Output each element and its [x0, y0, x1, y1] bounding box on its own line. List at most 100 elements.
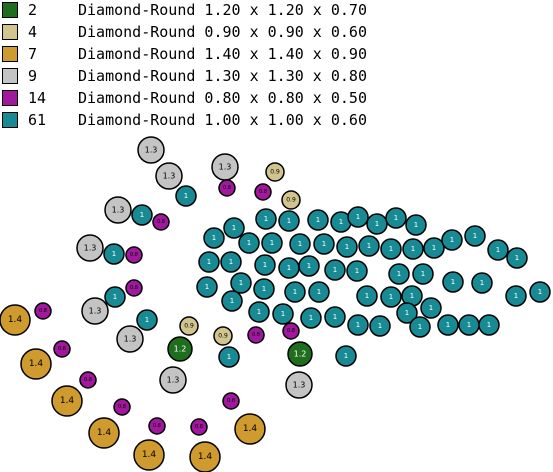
stone-size-label: 1	[451, 278, 455, 286]
stone-teal: 1	[529, 281, 551, 303]
stone-teal: 1	[478, 314, 500, 336]
stone-purple: 0.8	[218, 179, 236, 197]
stone-size-label: 1	[239, 279, 243, 287]
stone-size-label: 1	[333, 313, 337, 321]
stone-circle	[167, 336, 193, 362]
stone-circle	[347, 314, 369, 336]
stone-circle	[281, 190, 301, 210]
stone-circle	[125, 279, 143, 297]
stone-size-label: 1	[307, 262, 311, 270]
stone-size-label: 1	[262, 285, 266, 293]
stone-purple: 0.8	[247, 326, 265, 344]
stone-size-label: 1.3	[124, 335, 137, 344]
stone-circle	[51, 385, 83, 417]
legend-count: 2	[28, 1, 38, 19]
stone-teal: 1	[437, 314, 459, 336]
stone-size-label: 1	[421, 270, 425, 278]
stone-teal: 1	[254, 254, 276, 276]
stone-purple: 0.8	[79, 371, 97, 389]
stone-size-label: 1	[263, 261, 267, 269]
stone-size-label: 1	[205, 283, 209, 291]
stone-teal: 1	[313, 233, 335, 255]
stone-circle	[133, 439, 165, 471]
stone-gray: 1.3	[104, 196, 132, 224]
stone-gray: 1.3	[211, 153, 239, 181]
stone-size-label: 1	[496, 246, 500, 254]
stone-teal: 1	[131, 204, 153, 226]
stone-size-label: 1.3	[163, 172, 176, 181]
stone-teal: 1	[336, 236, 358, 258]
legend-count: 9	[28, 67, 38, 85]
stone-size-label: 1.3	[84, 244, 97, 253]
stone-green: 1.2	[287, 341, 313, 367]
stone-circle	[284, 281, 306, 303]
stone-size-label: 1.4	[142, 450, 157, 460]
stone-circle	[380, 238, 402, 260]
stone-size-label: 0.9	[286, 197, 296, 204]
stone-size-label: 0.8	[287, 328, 295, 334]
legend-description: Diamond-Round 0.90 x 0.90 x 0.60	[78, 23, 367, 41]
stone-gold: 1.4	[234, 413, 266, 445]
stone-circle	[148, 417, 166, 435]
legend-row: 2 Diamond-Round 1.20 x 1.20 x 0.70	[0, 0, 420, 22]
stone-beige: 0.9	[265, 162, 285, 182]
stone-teal: 1	[347, 314, 369, 336]
stone-teal: 1	[442, 271, 464, 293]
stone-circle	[76, 234, 104, 262]
stone-circle	[81, 297, 109, 325]
stone-circle	[79, 371, 97, 389]
stone-size-label: 1	[487, 321, 491, 329]
stone-teal: 1	[420, 297, 442, 319]
stone-purple: 0.8	[190, 418, 208, 436]
stone-size-label: 1	[298, 240, 302, 248]
stone-teal: 1	[307, 209, 329, 231]
stone-circle	[487, 239, 509, 261]
stone-circle	[506, 247, 528, 269]
stone-gray: 1.3	[81, 297, 109, 325]
stone-circle	[471, 272, 493, 294]
stone-gray: 1.3	[285, 371, 313, 399]
stone-size-label: 1	[247, 239, 251, 247]
legend-row: 14 Diamond-Round 0.80 x 0.80 x 0.50	[0, 88, 420, 110]
stone-teal: 1	[220, 251, 242, 273]
stone-teal: 1	[324, 306, 346, 328]
stone-gold: 1.4	[88, 417, 120, 449]
stone-teal: 1	[388, 263, 410, 285]
legend-swatch	[2, 68, 18, 84]
stone-gray: 1.3	[159, 366, 187, 394]
stone-circle	[175, 185, 197, 207]
stone-size-label: 1	[515, 254, 519, 262]
stone-gold: 1.4	[20, 348, 52, 380]
legend-count: 61	[28, 111, 47, 129]
stone-size-label: 1.2	[294, 350, 307, 359]
stone-size-label: 1.4	[97, 428, 112, 438]
stone-teal: 1	[412, 263, 434, 285]
stone-size-label: 1.4	[29, 359, 44, 369]
stone-circle	[218, 179, 236, 197]
legend-description: Diamond-Round 1.00 x 1.00 x 0.60	[78, 111, 367, 129]
legend-swatch	[2, 2, 18, 18]
stone-size-label: 1	[184, 192, 188, 200]
stone-teal: 1	[505, 285, 527, 307]
stone-size-label: 0.8	[252, 332, 260, 338]
stone-circle	[336, 236, 358, 258]
stone-size-label: 1	[316, 216, 320, 224]
stone-size-label: 1.4	[60, 396, 75, 406]
stone-circle	[409, 316, 431, 338]
stone-size-label: 1	[339, 218, 343, 226]
stone-circle	[478, 314, 500, 336]
stone-size-label: 1	[480, 279, 484, 287]
stone-size-label: 1.4	[198, 452, 213, 462]
stone-circle	[289, 233, 311, 255]
stone-purple: 0.8	[113, 398, 131, 416]
stone-circle	[405, 214, 427, 236]
stone-circle	[423, 237, 445, 259]
stone-size-label: 1.4	[8, 315, 23, 325]
stone-teal: 1	[198, 251, 220, 273]
stone-teal: 1	[423, 237, 445, 259]
stone-size-label: 1	[287, 217, 291, 225]
stone-circle	[238, 232, 260, 254]
stone-teal: 1	[458, 314, 480, 336]
stone-teal: 1	[441, 229, 463, 251]
